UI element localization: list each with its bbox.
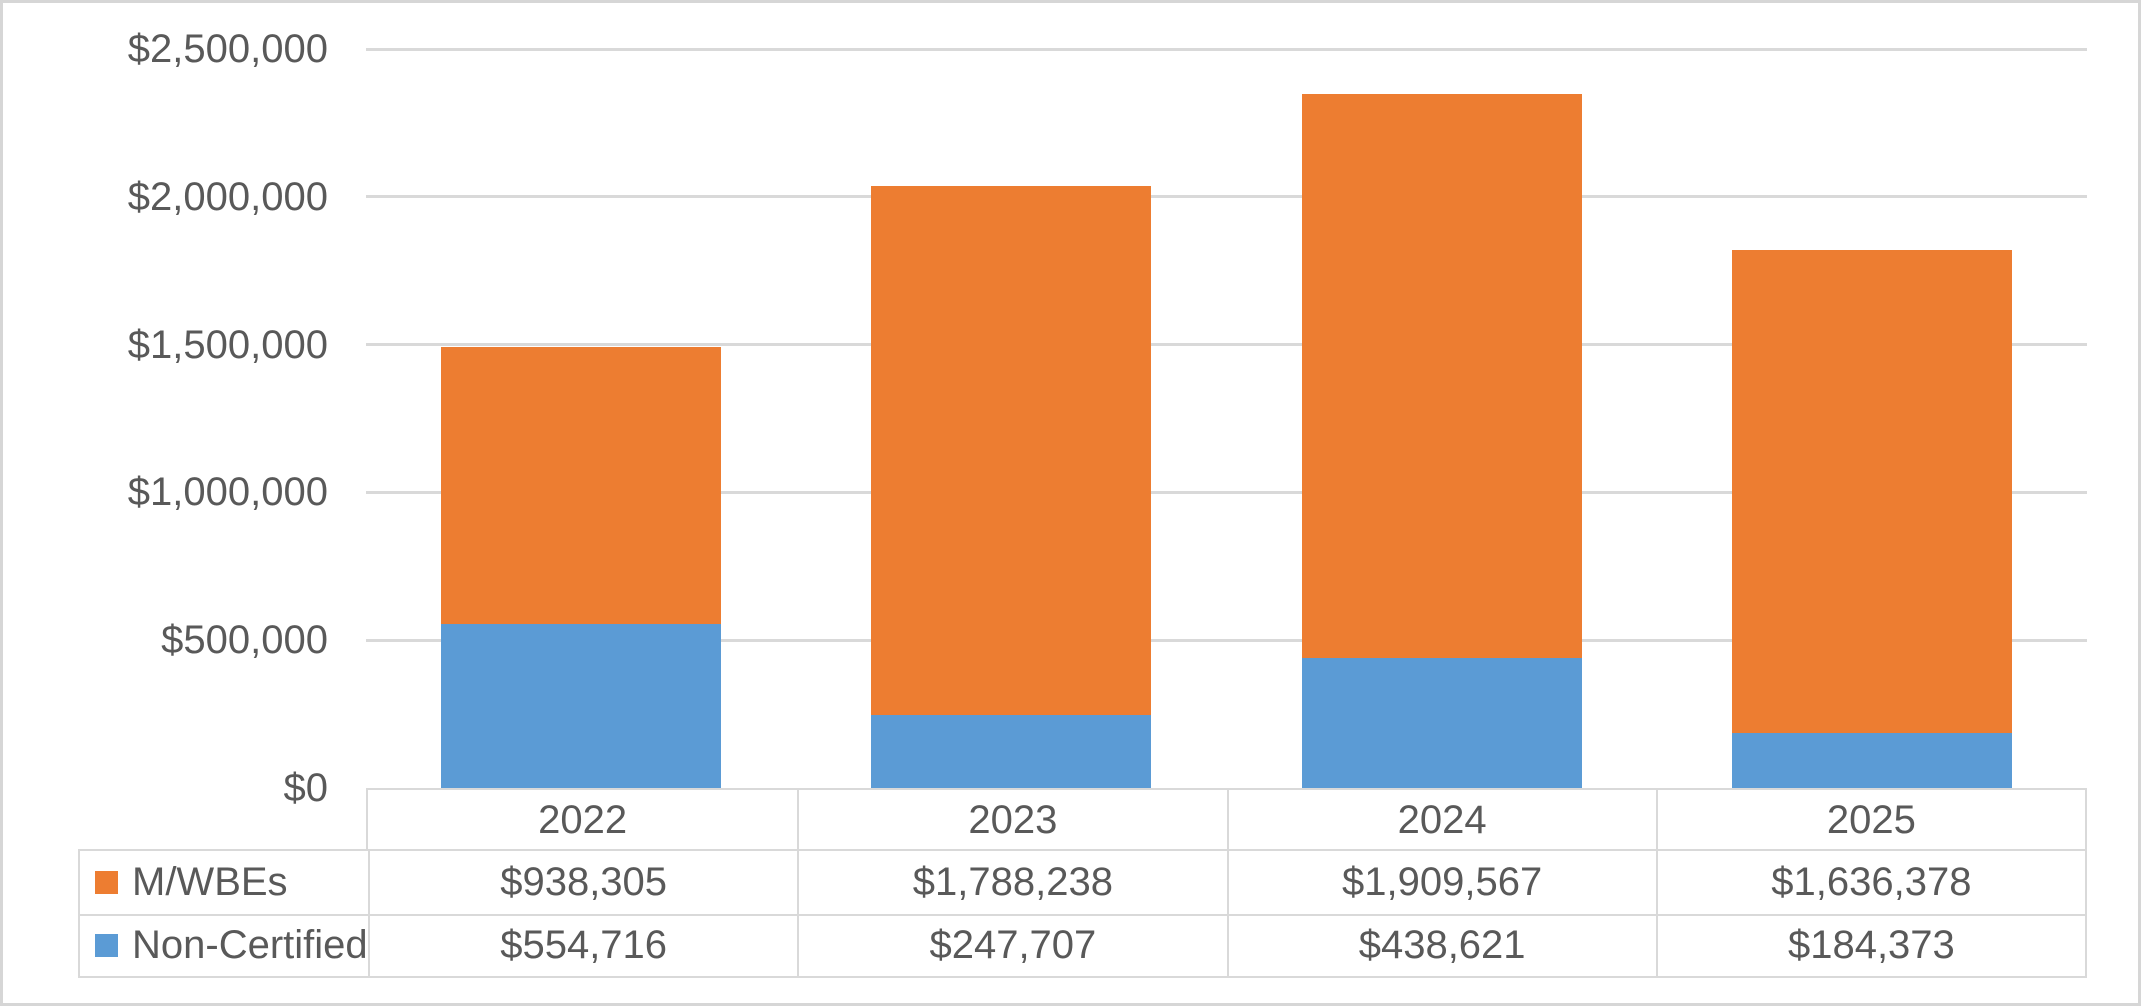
legend-swatch-non-certified-icon bbox=[95, 934, 118, 958]
y-axis-tick-label-2500000: $2,500,000 bbox=[127, 27, 328, 71]
y-axis-tick-label-0: $0 bbox=[283, 766, 329, 810]
value-mwbes-2025: $1,636,378 bbox=[1655, 851, 2085, 914]
category-label-2024: 2024 bbox=[1226, 790, 1656, 851]
value-non-certified-2023: $247,707 bbox=[797, 913, 1227, 976]
category-label-2025: 2025 bbox=[1655, 790, 2085, 851]
bar-segment-m-wbes-2023 bbox=[871, 186, 1152, 715]
category-label-2022: 2022 bbox=[538, 798, 628, 842]
value-mwbes-2024: $1,909,567 bbox=[1226, 851, 1656, 914]
value-mwbes-2022: $938,305 bbox=[368, 851, 797, 914]
bar-segment-m-wbes-2025 bbox=[1731, 249, 2012, 734]
bar-segment-m-wbes-2024 bbox=[1301, 93, 1582, 659]
bar-segment-non-certified-2023 bbox=[871, 714, 1152, 788]
gridline-500000 bbox=[366, 638, 2087, 642]
y-axis-tick-label-1500000: $1,500,000 bbox=[127, 322, 328, 367]
legend-swatch-mwbes-icon bbox=[95, 870, 118, 894]
y-axis-tick-label-1000000: $1,000,000 bbox=[127, 470, 328, 515]
value-non-certified-2025: $184,373 bbox=[1655, 913, 2085, 976]
data-table-header-row: 2022 2023 2024 2025 bbox=[366, 788, 2087, 851]
bar-segment-non-certified-2022 bbox=[441, 624, 722, 788]
y-axis-tick-label-2000000: $2,000,000 bbox=[127, 174, 328, 219]
bar-segment-non-certified-2024 bbox=[1301, 658, 1582, 788]
gridline-1500000 bbox=[366, 343, 2087, 347]
gridline-2000000 bbox=[366, 195, 2087, 199]
bar-segment-m-wbes-2022 bbox=[441, 346, 722, 625]
category-label-2023: 2023 bbox=[797, 790, 1226, 851]
data-table-body: M/WBEs $938,305 $1,788,238 $1,909,567 $1… bbox=[78, 849, 2087, 978]
legend-label-mwbes: M/WBEs bbox=[132, 859, 288, 904]
bar-segment-non-certified-2025 bbox=[1731, 733, 2012, 788]
value-non-certified-2024: $438,621 bbox=[1226, 913, 1656, 976]
value-mwbes-2023: $1,788,238 bbox=[797, 851, 1226, 914]
y-axis-tick-label-500000: $500,000 bbox=[161, 618, 328, 663]
gridline-2500000 bbox=[366, 47, 2087, 51]
legend-label-non-certified: Non-Certified bbox=[132, 923, 368, 968]
gridline-1000000 bbox=[366, 490, 2087, 494]
value-non-certified-2022: $554,716 bbox=[368, 913, 798, 976]
legend-item-mwbes: M/WBEs bbox=[80, 851, 368, 914]
legend-item-non-certified: Non-Certified bbox=[80, 913, 368, 977]
